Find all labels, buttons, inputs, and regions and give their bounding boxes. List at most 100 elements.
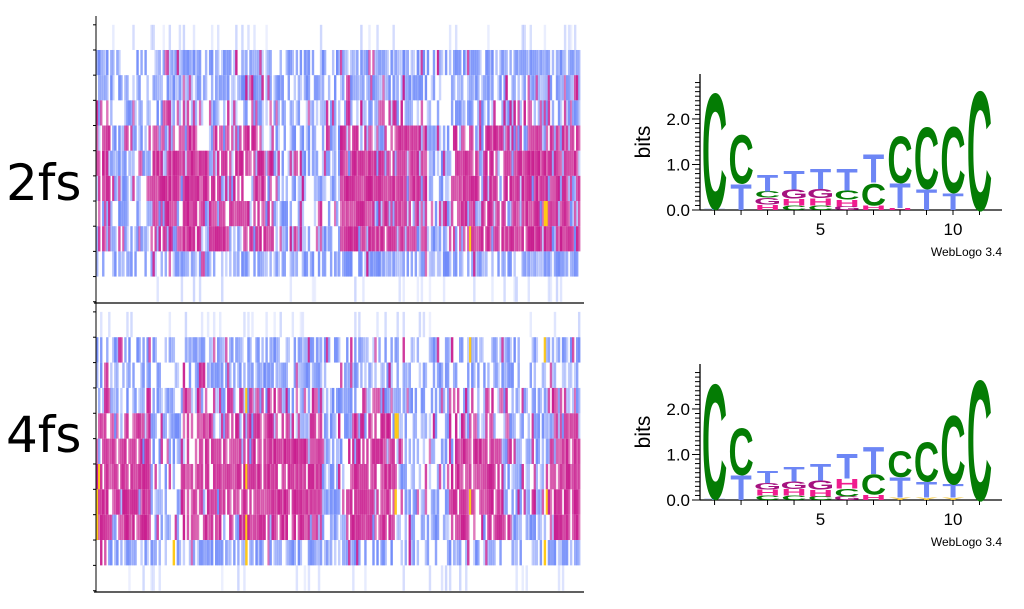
heatmap-cell [444, 175, 448, 202]
heatmap-cell [112, 49, 115, 76]
heatmap-cell [299, 201, 303, 227]
heatmap-cell [112, 463, 115, 490]
heatmap-cell [208, 150, 212, 176]
heatmap-cell [366, 251, 369, 277]
heatmap-cell [569, 49, 573, 76]
heatmap-cell [467, 387, 470, 414]
heatmap-cell [219, 201, 222, 227]
heatmap-cell [152, 438, 155, 464]
heatmap-cell [98, 175, 101, 202]
heatmap-cell [575, 75, 579, 101]
heatmap-cell [206, 150, 210, 176]
heatmap-cell [547, 175, 551, 202]
heatmap-cell [386, 226, 389, 252]
heatmap-cell [100, 337, 103, 363]
heatmap-cell [573, 201, 577, 227]
heatmap-cell [408, 125, 411, 151]
heatmap-cell [386, 413, 389, 439]
heatmap-cell [577, 49, 581, 76]
heatmap-cell [404, 514, 407, 541]
heatmap-cell [573, 362, 577, 388]
heatmap-cell [251, 49, 254, 76]
heatmap-cell [130, 514, 133, 541]
heatmap-cell [535, 150, 539, 176]
logo-letter: T [783, 463, 805, 487]
heatmap-cell [543, 150, 547, 176]
heatmap-cell [142, 463, 145, 490]
heatmap-cell [118, 438, 121, 464]
heatmap-cell [166, 201, 169, 227]
heatmap-cell [559, 413, 563, 439]
heatmap-cell [257, 540, 260, 566]
heatmap-cell [402, 463, 405, 490]
heatmap-cell [245, 413, 248, 439]
heatmap-cell [329, 175, 333, 202]
heatmap-cell [243, 489, 246, 515]
heatmap-cell [120, 337, 123, 363]
heatmap-cell [376, 100, 379, 126]
heatmap-cell [469, 49, 472, 76]
heatmap-cell [182, 362, 186, 388]
heatmap-cell [210, 337, 214, 363]
heatmap-cell [354, 150, 357, 176]
heatmap-cell [370, 226, 373, 252]
heatmap-cell [154, 75, 157, 101]
heatmap-cell [235, 489, 238, 515]
heatmap-cell [219, 489, 222, 515]
heatmap-cell [573, 251, 577, 277]
heatmap-cell [428, 565, 432, 591]
heatmap-cell [237, 251, 240, 277]
heatmap-cell [124, 413, 127, 439]
heatmap-cell [122, 438, 125, 464]
logo-x-tick-label: 10 [944, 510, 963, 529]
heatmap-cell [348, 150, 351, 176]
heatmap-cell [257, 75, 260, 101]
heatmap-cell [190, 251, 194, 277]
heatmap-cell [202, 514, 206, 541]
heatmap-cell [481, 75, 484, 101]
heatmap-cell [438, 226, 442, 252]
heatmap-cell [432, 75, 436, 101]
logo-letter: C [702, 61, 727, 245]
heatmap-cell [543, 514, 547, 541]
heatmap-cell [140, 49, 143, 76]
heatmap-cell [356, 75, 359, 101]
heatmap-cell [418, 125, 422, 151]
heatmap-cell [448, 540, 452, 566]
heatmap-cell [229, 150, 232, 176]
heatmap-cell [370, 489, 373, 515]
heatmap-cell [569, 75, 573, 101]
heatmap-cell [372, 251, 375, 277]
heatmap-cell [557, 251, 561, 277]
heatmap-cell [319, 49, 323, 76]
heatmap-cell [459, 565, 462, 591]
heatmap-cell [122, 251, 125, 277]
heatmap-cell [394, 75, 397, 101]
heatmap-cell [404, 49, 407, 76]
heatmap-cell [124, 540, 127, 566]
heatmap-cell [386, 362, 389, 388]
heatmap-cell [406, 226, 409, 252]
heatmap-cell [408, 226, 411, 252]
heatmap-cell [463, 226, 466, 252]
heatmap-cell [225, 438, 228, 464]
heatmap-cell [537, 489, 541, 515]
logo-letter: G [780, 480, 807, 492]
heatmap-cell [257, 413, 260, 439]
logo-letter: C [914, 431, 939, 495]
heatmap-cell [479, 438, 482, 464]
heatmap-cell [247, 150, 250, 176]
heatmap-cell [323, 226, 327, 252]
heatmap-cell [160, 387, 163, 414]
heatmap-cell [116, 337, 119, 363]
heatmap-cell [146, 540, 149, 566]
heatmap-cell [221, 489, 224, 515]
heatmap-cell [261, 337, 264, 363]
heatmap-cell [573, 387, 577, 414]
heatmap-cell [551, 100, 555, 126]
heatmap-cell [325, 438, 329, 464]
heatmap-cell [120, 175, 123, 202]
heatmap-cell [132, 24, 135, 50]
heatmap-cell [307, 489, 311, 515]
heatmap-cell [364, 201, 367, 227]
